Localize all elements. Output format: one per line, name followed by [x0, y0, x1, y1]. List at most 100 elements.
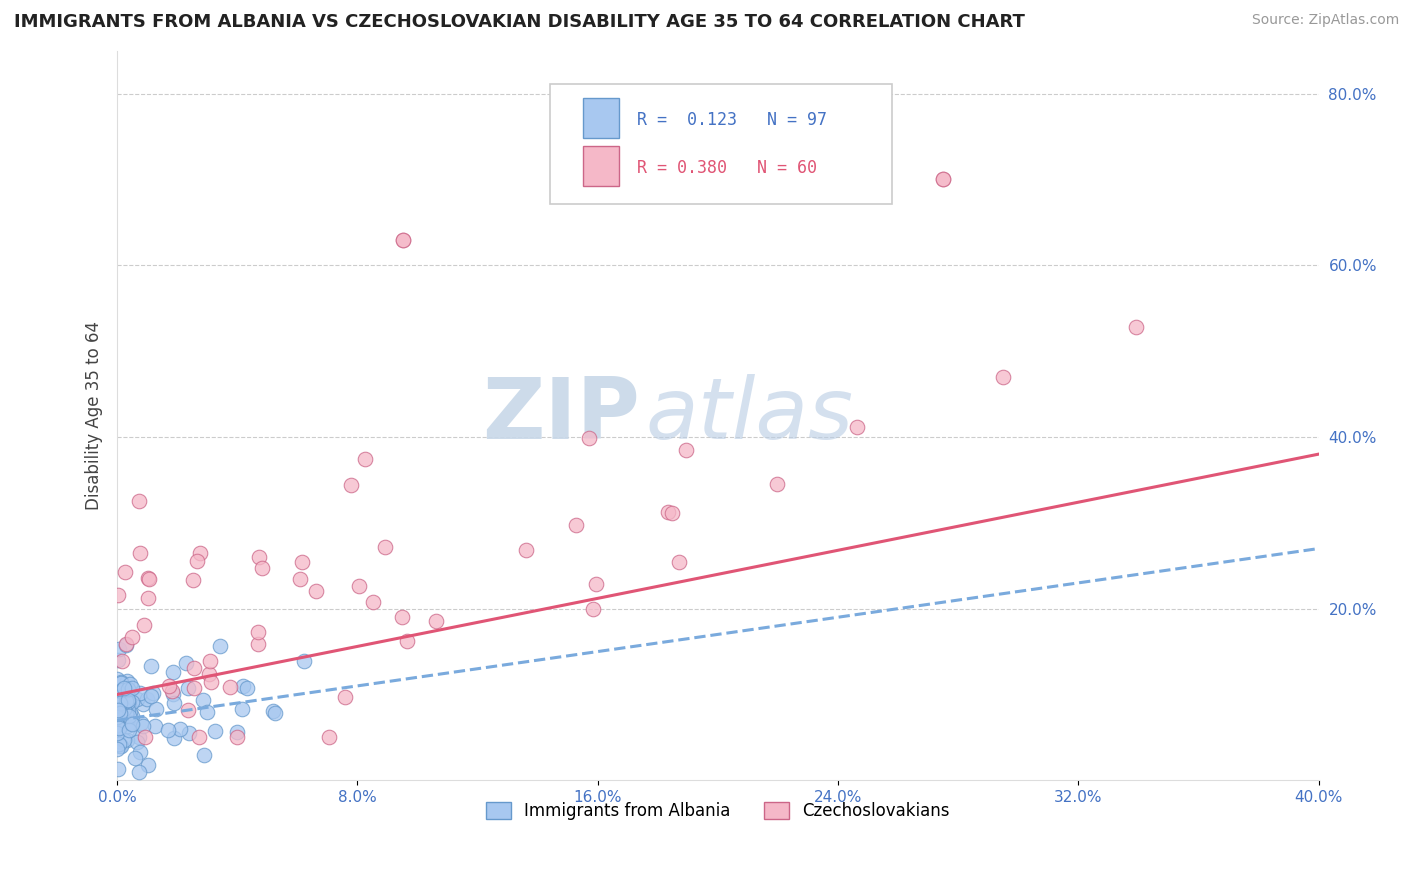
- FancyBboxPatch shape: [550, 84, 893, 204]
- Point: [932, 172, 955, 186]
- Point: [198, 654, 221, 668]
- Point: [993, 369, 1015, 384]
- Point: [110, 676, 132, 690]
- Point: [515, 543, 537, 558]
- Point: [134, 731, 156, 745]
- Point: [231, 702, 253, 716]
- Point: [114, 566, 136, 580]
- Point: [128, 493, 150, 508]
- Point: [231, 679, 253, 693]
- Point: [247, 549, 270, 564]
- Point: [193, 748, 215, 763]
- Point: [209, 640, 232, 654]
- Point: [305, 584, 328, 599]
- Point: [105, 726, 128, 740]
- Point: [391, 610, 413, 624]
- Point: [188, 546, 211, 560]
- Point: [121, 630, 143, 644]
- Point: [318, 731, 340, 745]
- Y-axis label: Disability Age 35 to 64: Disability Age 35 to 64: [86, 321, 103, 510]
- Text: ZIP: ZIP: [482, 374, 640, 457]
- Point: [111, 683, 134, 698]
- Point: [107, 703, 129, 717]
- Point: [136, 571, 159, 585]
- Point: [111, 654, 134, 668]
- FancyBboxPatch shape: [583, 146, 620, 186]
- Point: [1125, 320, 1147, 334]
- Point: [204, 724, 226, 739]
- Point: [112, 681, 135, 696]
- Point: [226, 731, 249, 745]
- Point: [585, 577, 607, 591]
- Point: [157, 679, 180, 693]
- FancyBboxPatch shape: [583, 98, 620, 138]
- Point: [105, 712, 128, 726]
- Point: [661, 506, 683, 520]
- Point: [132, 618, 155, 632]
- Point: [290, 572, 312, 586]
- Point: [112, 702, 135, 716]
- Point: [115, 683, 138, 698]
- Point: [177, 681, 200, 695]
- Point: [219, 680, 242, 694]
- Point: [124, 751, 146, 765]
- Point: [200, 674, 222, 689]
- Point: [139, 690, 162, 704]
- Text: atlas: atlas: [645, 374, 853, 457]
- Point: [142, 686, 165, 700]
- Point: [138, 572, 160, 586]
- Point: [115, 637, 138, 651]
- Point: [177, 726, 200, 740]
- Point: [657, 505, 679, 519]
- Point: [396, 634, 419, 648]
- Point: [108, 706, 131, 720]
- Point: [108, 737, 131, 751]
- Point: [107, 704, 129, 718]
- Point: [107, 763, 129, 777]
- Point: [112, 732, 135, 747]
- Point: [292, 654, 315, 668]
- Point: [195, 705, 218, 719]
- Point: [129, 715, 152, 730]
- Point: [105, 717, 128, 731]
- Point: [121, 681, 143, 695]
- Point: [174, 656, 197, 670]
- Point: [335, 690, 357, 704]
- Text: IMMIGRANTS FROM ALBANIA VS CZECHOSLOVAKIAN DISABILITY AGE 35 TO 64 CORRELATION C: IMMIGRANTS FROM ALBANIA VS CZECHOSLOVAKI…: [14, 13, 1025, 31]
- Point: [129, 746, 152, 760]
- Point: [183, 681, 205, 696]
- Point: [145, 702, 167, 716]
- Point: [115, 694, 138, 708]
- Point: [347, 579, 370, 593]
- Point: [425, 614, 447, 628]
- Point: [129, 546, 152, 560]
- Point: [115, 733, 138, 747]
- Point: [162, 665, 184, 679]
- Point: [115, 699, 138, 714]
- Point: [353, 452, 375, 467]
- Point: [115, 719, 138, 733]
- Point: [176, 703, 198, 717]
- Point: [340, 478, 363, 492]
- Point: [136, 591, 159, 606]
- Point: [114, 706, 136, 721]
- Point: [127, 692, 149, 706]
- Point: [117, 708, 139, 723]
- Point: [132, 719, 155, 733]
- Point: [117, 693, 139, 707]
- Point: [250, 561, 273, 575]
- Point: [128, 686, 150, 700]
- Point: [247, 624, 270, 639]
- Text: R = 0.380   N = 60: R = 0.380 N = 60: [637, 159, 817, 177]
- Point: [668, 555, 690, 569]
- Point: [107, 652, 129, 666]
- Point: [391, 233, 413, 247]
- Point: [121, 717, 143, 731]
- Point: [110, 739, 132, 753]
- Point: [262, 704, 284, 718]
- Point: [107, 588, 129, 602]
- Point: [225, 724, 247, 739]
- Point: [162, 687, 184, 701]
- Point: [846, 420, 869, 434]
- Point: [107, 734, 129, 748]
